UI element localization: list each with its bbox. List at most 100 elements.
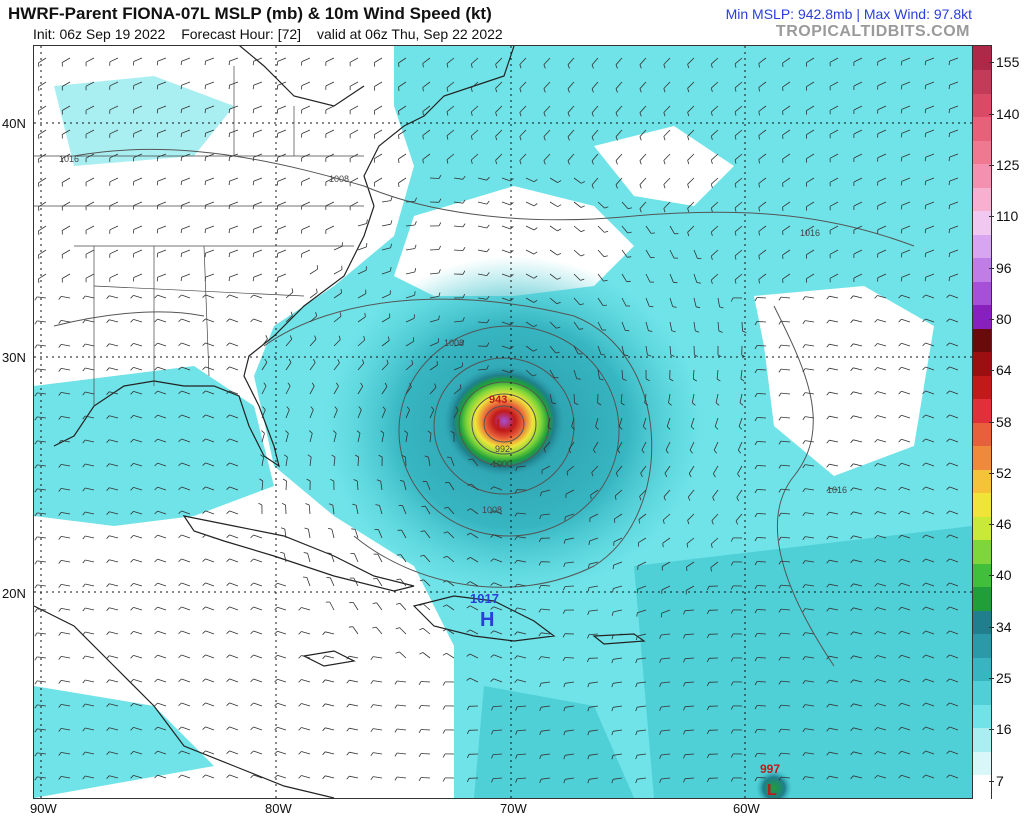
wind-barb — [181, 750, 191, 755]
wind-barb-flag — [718, 330, 723, 333]
wind-barb — [376, 602, 383, 611]
wind-barb-flag — [106, 751, 110, 755]
wind-barb-flag — [58, 704, 62, 708]
wind-barb — [573, 369, 578, 379]
wind-barb — [661, 729, 671, 732]
wind-barb-flag — [591, 64, 594, 69]
wind-barb-flag — [394, 776, 398, 781]
forecast-hour: Forecast Hour: [72] — [181, 26, 302, 42]
wind-barb-flag — [687, 208, 690, 213]
wind-barb — [229, 582, 239, 587]
wind-barb — [378, 529, 383, 539]
wind-barb — [501, 321, 511, 326]
wind-barb-flag — [154, 510, 158, 515]
wind-barb-flag — [34, 296, 38, 301]
wind-barb-flag — [34, 632, 38, 637]
colorbar-tick — [989, 114, 994, 115]
wind-barb — [405, 456, 407, 467]
wind-barb-flag — [692, 402, 696, 406]
wind-barb-flag — [427, 430, 432, 434]
wind-barb-flag — [635, 659, 638, 664]
wind-barb — [37, 632, 47, 635]
wind-barb — [782, 273, 791, 280]
wind-barb — [285, 291, 294, 299]
wind-barb — [782, 153, 791, 160]
wind-barb-flag — [290, 311, 293, 316]
wind-barb-flag — [922, 726, 926, 731]
wind-barb-flag — [510, 369, 514, 374]
wind-barb — [397, 704, 407, 707]
wind-barb-flag — [298, 703, 302, 707]
wind-barb — [637, 753, 647, 756]
wind-barb-flag — [922, 294, 926, 299]
wind-barb — [422, 57, 431, 64]
wind-barb — [687, 105, 695, 113]
wind-barb-flag — [154, 702, 158, 707]
wind-barb-flag — [706, 778, 710, 783]
wind-barb-flag — [250, 534, 254, 539]
wind-barb — [109, 81, 119, 87]
wind-barb-flag — [898, 366, 902, 371]
wind-barb-flag — [898, 582, 902, 587]
wind-barb-flag — [34, 776, 38, 781]
wind-barb — [565, 705, 575, 708]
wind-barb — [734, 201, 743, 209]
wind-barb — [349, 201, 359, 207]
colorbar-label-96: 96 — [996, 260, 1012, 276]
wind-barb — [877, 57, 887, 63]
wind-barb-flag — [563, 779, 566, 784]
wind-barb — [85, 727, 95, 731]
wind-barb — [493, 486, 503, 491]
wind-barb-flag — [754, 513, 758, 518]
wind-barb — [373, 776, 383, 779]
wind-barb — [109, 273, 119, 279]
fiona-low-symbol: L — [496, 417, 506, 434]
wind-barb-flag — [739, 402, 744, 406]
colorbar-segment — [973, 727, 991, 752]
wind-barb-flag — [603, 279, 608, 282]
wind-barb-flag — [668, 402, 672, 406]
wind-barb — [853, 511, 863, 515]
wind-barb-flag — [414, 268, 417, 273]
wind-barb-flag — [58, 416, 62, 420]
wind-barb-flag — [922, 438, 926, 443]
wind-barb — [277, 105, 287, 110]
wind-barb — [85, 559, 95, 563]
wind-barb-flag — [34, 584, 38, 589]
wind-barb — [805, 560, 815, 563]
wind-barb — [877, 727, 887, 731]
wind-barb-flag — [34, 536, 38, 541]
wind-barb — [949, 105, 959, 110]
wind-barb — [62, 57, 71, 63]
wind-barb — [205, 201, 215, 206]
wind-barb — [61, 536, 71, 539]
wind-barb — [405, 224, 415, 227]
wind-barb — [85, 487, 95, 491]
wind-barb-flag — [259, 478, 264, 482]
wind-barb-flag — [922, 342, 926, 347]
wind-barb — [541, 465, 551, 471]
wind-barb-flag — [58, 752, 62, 756]
wind-barb-flag — [82, 487, 86, 492]
wind-barb-flag — [180, 181, 182, 186]
wind-barb — [261, 480, 264, 491]
wind-barb-flag — [562, 609, 566, 614]
wind-barb — [693, 273, 698, 283]
wind-barb-flag — [778, 536, 782, 541]
wind-barb — [277, 774, 287, 779]
wind-barb — [349, 81, 359, 87]
wind-barb-flag — [611, 635, 614, 640]
wind-barb-flag — [106, 415, 110, 419]
wind-barb-flag — [754, 369, 758, 374]
wind-barb-flag — [717, 354, 722, 358]
wind-barb-flag — [850, 343, 854, 348]
wind-barb — [780, 728, 791, 731]
wind-barb — [253, 726, 263, 731]
colorbar-label-58: 58 — [996, 414, 1012, 430]
wind-barb-flag — [612, 565, 614, 570]
wind-barb — [446, 105, 455, 113]
wind-barb — [133, 225, 143, 230]
wind-barb-flag — [154, 414, 158, 419]
wind-barb-flag — [898, 750, 902, 755]
wind-barb-flag — [758, 279, 760, 284]
